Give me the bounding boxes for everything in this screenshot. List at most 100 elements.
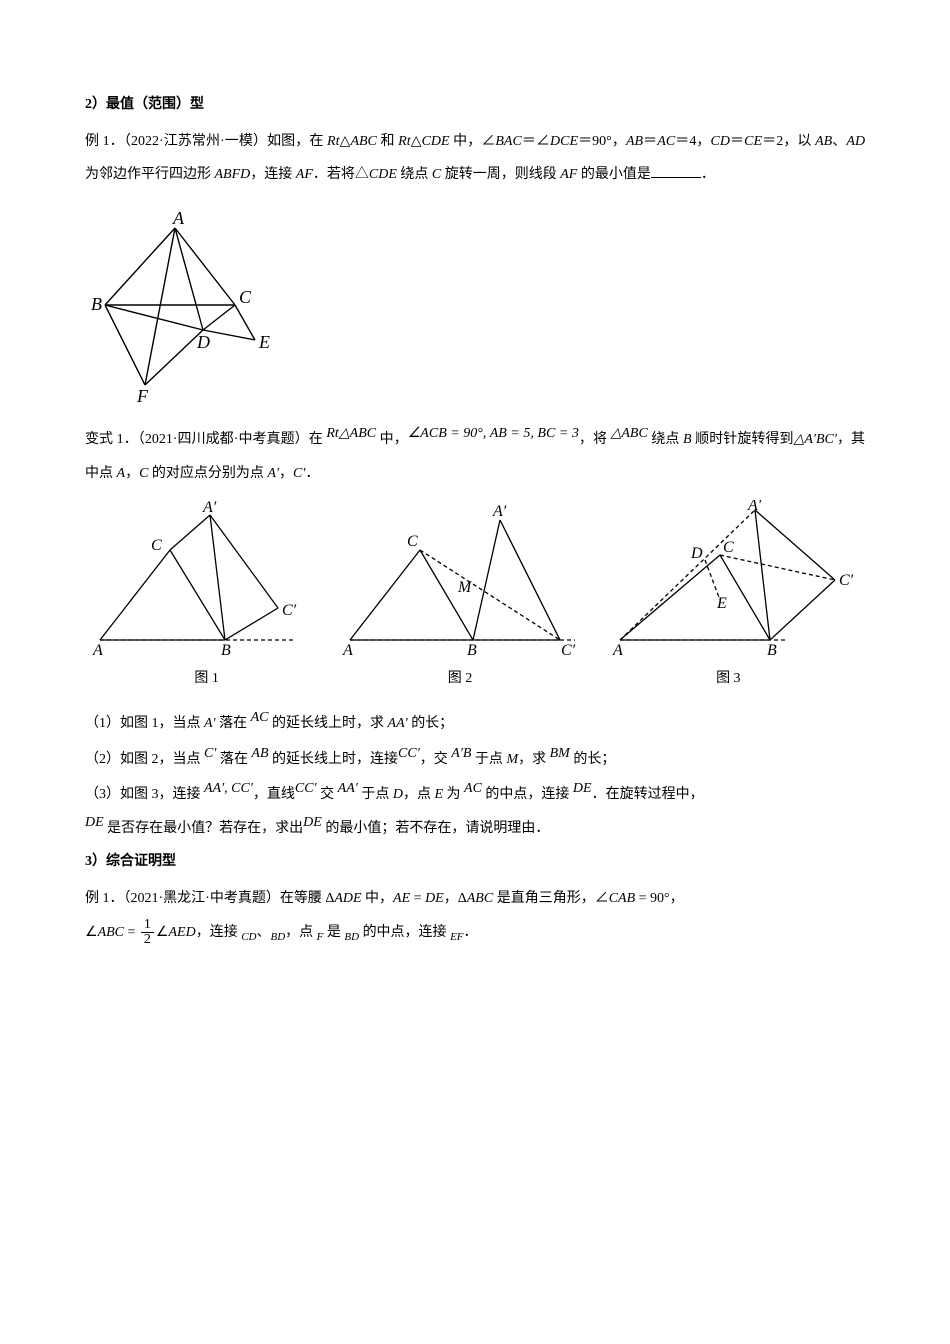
text6: 的长； (570, 752, 616, 767)
text2: 为邻边作平行四边形 (85, 167, 215, 182)
de: DE (573, 781, 592, 796)
svg-text:A: A (92, 642, 103, 659)
text7: ．在旋转过程中， (592, 787, 704, 802)
angle: ∠ (595, 891, 609, 906)
af2: AF (560, 167, 577, 182)
source: （2021·黑龙江·中考真题）在等腰 Δ (124, 891, 335, 906)
svg-text:C′: C′ (561, 642, 576, 659)
a: A (117, 466, 126, 481)
svg-text:E: E (716, 595, 727, 612)
svg-text:C: C (151, 537, 162, 554)
middle: 中， (450, 134, 482, 149)
text5: 绕点 (397, 167, 432, 182)
eq6: ＝2，以 (762, 134, 815, 149)
svg-text:M: M (457, 579, 473, 596)
svg-text:B: B (91, 294, 102, 314)
text4: ，点 (403, 787, 435, 802)
de3: DE (303, 815, 322, 830)
text2: 的延长线上时，连接 (269, 752, 399, 767)
angle1: ∠ (481, 134, 495, 149)
three-figures-container: A B C A′ C′ A B C A′ C′ M (85, 500, 865, 660)
example-1-text: 例 1．（2022·江苏常州·一模）如图，在 Rt△ABC 和 Rt△CDE 中… (85, 125, 865, 192)
de2: DE (85, 815, 104, 830)
text9: ． (305, 466, 319, 481)
c-prime: C′ (293, 466, 305, 481)
sub-problem-1: （1）如图 1，当点 A′ 落在 AC 的延长线上时，求 AA′ 的长； (85, 707, 865, 741)
c-prime: C′ (204, 746, 216, 761)
num: （2）如图 2，当点 (85, 752, 204, 767)
text6: ， (125, 466, 139, 481)
eq1: ＝ (522, 134, 536, 149)
svg-text:B: B (467, 642, 477, 659)
fraction-den: 2 (141, 933, 154, 947)
text3: 的长； (408, 716, 454, 731)
e: E (434, 787, 443, 802)
sep: 、 (256, 925, 270, 940)
svg-text:C: C (723, 539, 734, 556)
ac: AC (464, 781, 482, 796)
aed: AED (168, 925, 195, 940)
text7: 的对应点分别为点 (148, 466, 267, 481)
cde2: CDE (369, 167, 397, 182)
fig-3-label: 图 3 (598, 664, 858, 695)
af: AF (296, 167, 313, 182)
text1: 落在 (216, 752, 251, 767)
ac: AC (251, 710, 269, 725)
cc-prime: CC′ (295, 781, 317, 796)
bac: BAC (495, 134, 521, 149)
svg-text:C′: C′ (839, 572, 854, 589)
ae: AE (393, 891, 410, 906)
text5: 为 (443, 787, 464, 802)
angle2: ∠ (85, 925, 98, 940)
text5: ，连接 (196, 925, 242, 940)
text7: 的最小值是 (577, 167, 651, 182)
ce: CE (744, 134, 762, 149)
svg-text:A: A (172, 210, 185, 228)
prefix: 变式 1． (85, 432, 138, 447)
cd: CD (711, 134, 730, 149)
text8: ， (279, 466, 293, 481)
middle: 中， (376, 432, 408, 447)
text4: 于点 (471, 752, 506, 767)
bd: BD (270, 931, 285, 943)
ab: AB (626, 134, 643, 149)
ac: AC (657, 134, 675, 149)
aa-cc: AA′, CC′ (204, 781, 253, 796)
angle-eq: ∠ACB = 90°, AB = 5, BC = 3 (408, 426, 579, 441)
text2: 交 (317, 787, 338, 802)
cab: CAB (609, 891, 635, 906)
abfd: ABFD (215, 167, 251, 182)
text1: 中， (362, 891, 394, 906)
text1: ，直线 (253, 787, 295, 802)
eq: = (410, 891, 425, 906)
section-2-heading: 2）最值（范围）型 (85, 90, 865, 121)
svg-text:A: A (342, 642, 353, 659)
text6: 旋转一周，则线段 (441, 167, 560, 182)
rt-tri-abc: Rt△ABC (326, 426, 376, 441)
variant-1-text: 变式 1．（2021·四川成都·中考真题）在 Rt△ABC 中，∠ACB = 9… (85, 423, 865, 490)
aa-prime: AA′ (388, 716, 408, 731)
c: C (139, 466, 148, 481)
svg-text:C′: C′ (282, 602, 297, 619)
num: （3）如图 3，连接 (85, 787, 204, 802)
sub-problem-2: （2）如图 2，当点 C′ 落在 AB 的延长线上时，连接CC′，交 A′B 于… (85, 743, 865, 777)
svg-text:D: D (690, 545, 703, 562)
dce: DCE (550, 134, 578, 149)
text5: ，求 (518, 752, 550, 767)
sub-problem-3: （3）如图 3，连接 AA′, CC′，直线CC′ 交 AA′ 于点 D，点 E… (85, 778, 865, 845)
text3: ，交 (420, 752, 452, 767)
svg-text:B: B (221, 642, 231, 659)
section-3-example-1: 例 1．（2021·黑龙江·中考真题）在等腰 ΔADE 中，AE = DE，ΔA… (85, 882, 865, 950)
eq3: ＝ (643, 134, 657, 149)
ef: EF (450, 931, 463, 943)
svg-text:A′: A′ (747, 500, 762, 514)
eq2: ＝90°， (578, 134, 626, 149)
svg-text:D: D (196, 332, 210, 352)
eq3: = (124, 925, 139, 940)
svg-text:E: E (258, 332, 270, 352)
eq4: ＝4， (675, 134, 710, 149)
angle2: ∠ (536, 134, 550, 149)
fraction-half: 12 (141, 918, 154, 947)
b: B (683, 432, 692, 447)
figure-3: A B C A′ C′ D E (605, 500, 865, 660)
